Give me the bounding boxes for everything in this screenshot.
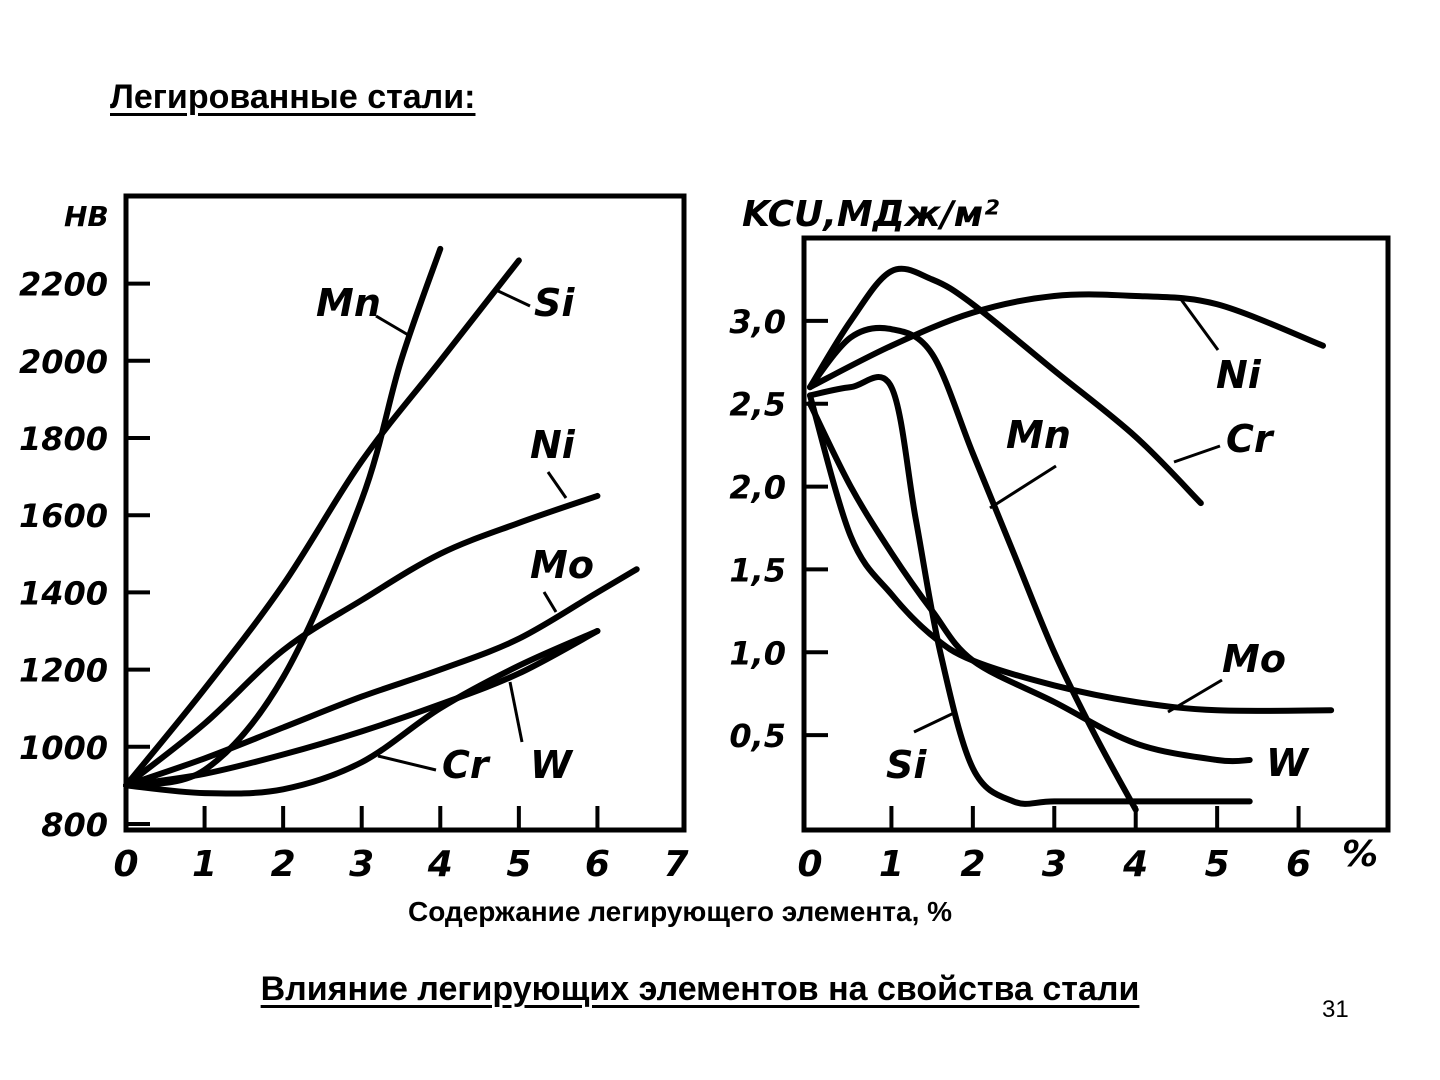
y-tick-label: 1,5 <box>729 551 786 589</box>
series-leader-cr <box>1173 444 1221 464</box>
series-line-ni <box>123 492 601 789</box>
x-tick-label: 4 <box>1122 844 1148 885</box>
y-tick-label: 2000 <box>19 343 108 381</box>
y-tick-label: 1600 <box>19 497 108 535</box>
series-label-mn: Mn <box>316 281 381 325</box>
page-number: 31 <box>1322 996 1349 1023</box>
series-line-cr <box>807 265 1204 507</box>
y-axis-label: HB <box>64 200 109 233</box>
series-label-w: W <box>1266 741 1310 785</box>
y-tick-label: 800 <box>41 806 108 844</box>
series-leader-cr <box>377 754 437 772</box>
series-label-cr: Cr <box>1226 417 1275 461</box>
series-label-mn: Mn <box>1006 413 1071 457</box>
series-leader-si <box>495 288 531 308</box>
series-label-si: Si <box>886 743 927 787</box>
y-tick-label: 1,0 <box>729 634 786 672</box>
y-tick-label: 1000 <box>19 729 108 767</box>
x-tick-label: 0 <box>113 844 138 885</box>
series-label-si: Si <box>534 281 575 325</box>
y-tick-label: 2,0 <box>729 469 786 507</box>
series-line-mn <box>807 324 1139 813</box>
x-tick-label: 3 <box>349 844 374 885</box>
series-leader-w <box>508 681 524 743</box>
series-label-ni: Ni <box>530 423 576 467</box>
series-line-ni <box>807 291 1326 391</box>
figure-caption: Влияние легирующих элементов на свойства… <box>260 970 1140 1008</box>
y-tick-label: 1800 <box>19 420 108 458</box>
series-label-cr: Cr <box>442 743 491 787</box>
x-tick-label: 2 <box>960 844 985 885</box>
x-tick-label: 6 <box>585 844 610 885</box>
x-tick-label: 7 <box>663 844 688 885</box>
series-label-ni: Ni <box>1216 353 1262 397</box>
y-tick-label: 1200 <box>19 652 108 690</box>
y-axis-label: KCU,МДж/м² <box>742 194 999 235</box>
series-label-mo: Mo <box>530 543 594 587</box>
x-tick-label: 4 <box>427 844 453 885</box>
series-leader-ni <box>546 471 568 499</box>
x-axis-caption: Содержание легирующего элемента, % <box>407 896 953 927</box>
series-line-si <box>807 374 1253 807</box>
x-tick-label: 2 <box>271 844 296 885</box>
y-tick-label: 1400 <box>19 574 108 612</box>
x-tick-label: 1 <box>879 844 904 885</box>
x-tick-label: 5 <box>1205 844 1230 885</box>
y-tick-label: 3,0 <box>729 303 786 341</box>
series-leader-mo <box>1167 678 1223 714</box>
x-tick-label: 6 <box>1286 844 1311 885</box>
series-label-mo: Mo <box>1222 637 1286 681</box>
series-line-mn <box>123 245 444 789</box>
x-unit-label: % <box>1342 834 1378 875</box>
series-leader-mn <box>989 464 1057 510</box>
x-tick-label: 3 <box>1042 844 1067 885</box>
x-tick-label: 5 <box>506 844 531 885</box>
x-tick-label: 1 <box>192 844 217 885</box>
slide-title: Легированные стали: <box>110 78 476 116</box>
series-leader-si <box>913 710 957 734</box>
series-line-w <box>807 400 1253 765</box>
series-leader-mo <box>542 591 558 613</box>
y-tick-label: 0,5 <box>729 717 786 755</box>
series-line-mo <box>123 566 640 789</box>
series-leader-mn <box>375 314 411 338</box>
series-label-w: W <box>530 743 574 787</box>
chart-2: KCU,МДж/м² 0,5 1,0 1,5 2,0 2,5 3,0 0 1 2 3 4 5 6 % Ni Cr… <box>729 194 1391 885</box>
plot-frame <box>801 235 1391 833</box>
series-line-cr <box>123 628 601 789</box>
y-tick-label: 2200 <box>19 266 108 304</box>
series-line-si <box>123 257 522 789</box>
series-leader-ni <box>1178 297 1220 351</box>
plot-frame <box>123 193 687 833</box>
series-line-w <box>123 628 601 797</box>
x-tick-label: 0 <box>797 844 822 885</box>
y-tick-label: 2,5 <box>729 386 786 424</box>
chart-1: HB 800 1000 1200 1400 1600 1800 2000 2200 0 1 2 3 4 5 6… <box>19 193 689 885</box>
